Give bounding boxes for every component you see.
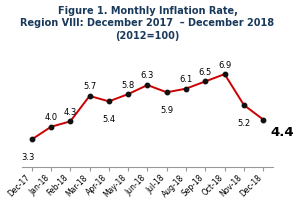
Text: 5.8: 5.8 xyxy=(122,80,135,89)
Text: 6.1: 6.1 xyxy=(179,75,193,84)
Text: 5.4: 5.4 xyxy=(102,114,116,123)
Title: Figure 1. Monthly Inflation Rate,
Region VIII: December 2017  – December 2018
(2: Figure 1. Monthly Inflation Rate, Region… xyxy=(20,6,274,41)
Text: 6.3: 6.3 xyxy=(141,71,154,80)
Text: 6.5: 6.5 xyxy=(199,68,212,76)
Text: 6.9: 6.9 xyxy=(218,60,231,69)
Text: 4.0: 4.0 xyxy=(44,113,58,122)
Text: 5.7: 5.7 xyxy=(83,82,96,91)
Text: 4.4: 4.4 xyxy=(270,125,294,138)
Text: 5.9: 5.9 xyxy=(160,105,173,114)
Text: 5.2: 5.2 xyxy=(237,118,250,127)
Text: 4.3: 4.3 xyxy=(64,107,77,116)
Text: 3.3: 3.3 xyxy=(21,152,34,161)
